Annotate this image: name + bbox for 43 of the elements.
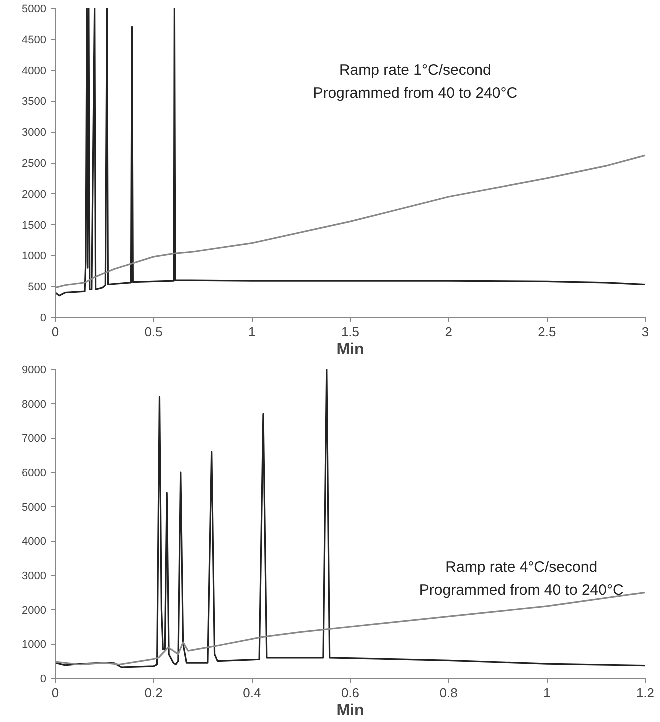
- x-tick-label: 0.2: [144, 686, 163, 700]
- annotation: Programmed from 40 to 240°C: [419, 582, 624, 599]
- x-tick-label: 0.4: [243, 686, 262, 700]
- x-tick-label: 0.5: [144, 324, 163, 340]
- x-tick-label: 1.5: [341, 324, 360, 340]
- x-tick-label: 0.8: [440, 686, 458, 700]
- x-tick-label: 2: [445, 324, 452, 340]
- y-tick-label: 1000: [22, 250, 47, 263]
- y-tick-label: 5000: [22, 4, 47, 16]
- y-tick-label: 4000: [22, 65, 47, 78]
- x-axis-title: Min: [336, 342, 364, 358]
- x-tick-label: 0.6: [341, 686, 360, 700]
- y-tick-label: 1000: [22, 639, 47, 652]
- y-tick-label: 4000: [22, 536, 47, 548]
- annotation: Ramp rate 4°C/second: [446, 558, 598, 576]
- y-tick-label: 2000: [22, 188, 47, 201]
- y-tick-label: 0: [40, 312, 47, 324]
- y-tick-label: 2000: [22, 604, 47, 617]
- annotation: Ramp rate 1°C/second: [339, 62, 492, 79]
- x-tick-label: 1: [544, 686, 551, 700]
- y-tick-label: 9000: [22, 364, 47, 376]
- y-tick-label: 1500: [22, 220, 47, 232]
- x-tick-label: 0: [52, 324, 60, 340]
- y-tick-label: 4500: [22, 34, 47, 46]
- y-tick-label: 3500: [22, 96, 47, 108]
- line-series: [56, 8, 646, 297]
- x-tick-label: 2.5: [538, 324, 556, 340]
- y-tick-label: 7000: [22, 433, 47, 446]
- x-axis-title: Min: [336, 702, 364, 720]
- y-tick-label: 2500: [22, 158, 47, 170]
- x-tick-label: 3: [642, 324, 650, 340]
- y-tick-label: 8000: [22, 398, 47, 411]
- y-tick-label: 6000: [22, 468, 47, 480]
- y-tick-label: 3000: [22, 570, 47, 582]
- y-tick-label: 500: [28, 282, 47, 294]
- y-tick-label: 0: [40, 674, 47, 686]
- x-tick-label: 1: [248, 324, 256, 340]
- x-tick-label: 0: [52, 686, 60, 700]
- annotation: Programmed from 40 to 240°C: [313, 84, 518, 102]
- y-tick-label: 5000: [22, 502, 47, 514]
- y-tick-label: 3000: [22, 127, 47, 140]
- x-tick-label: 1.2: [636, 686, 655, 700]
- line-series: [56, 370, 646, 668]
